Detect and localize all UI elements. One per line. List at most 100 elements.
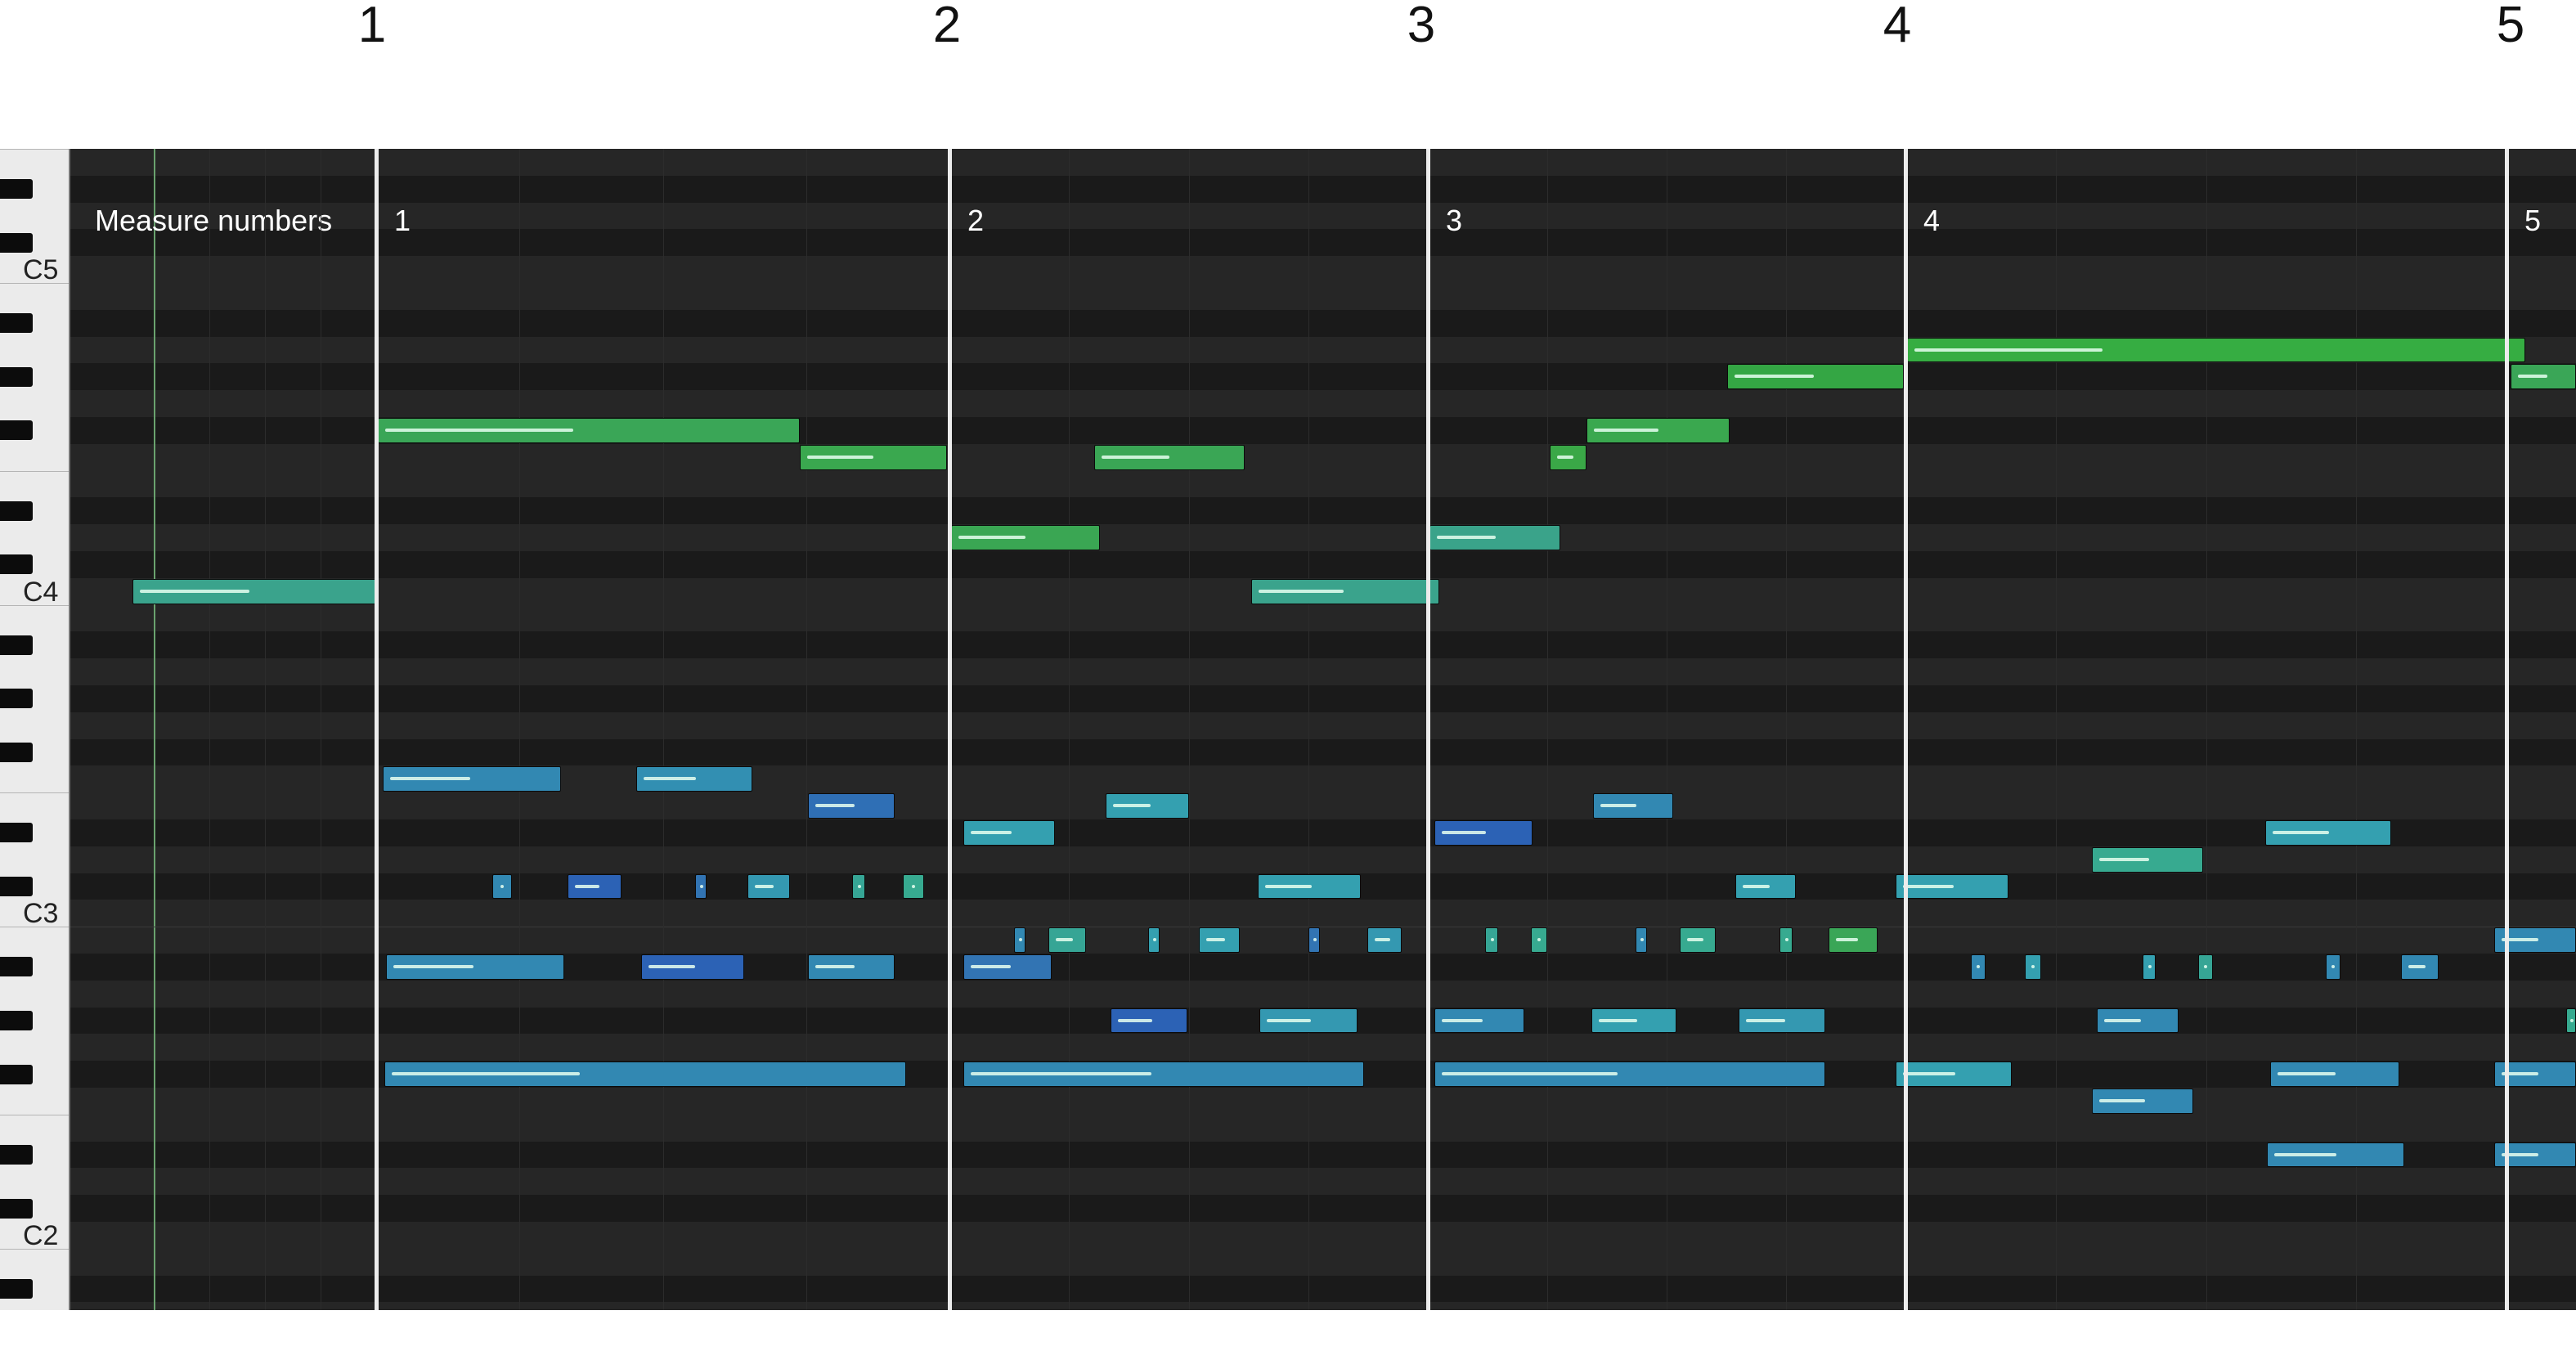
midi-note[interactable] [2092,846,2203,873]
midi-note[interactable] [2566,1008,2576,1034]
midi-note[interactable] [2265,820,2391,846]
velocity-indicator [140,589,250,593]
midi-note[interactable] [492,873,512,900]
midi-note[interactable] [963,820,1055,846]
midi-note[interactable] [1259,1008,1358,1034]
midi-note[interactable] [2267,1142,2404,1168]
midi-note[interactable] [1727,364,1904,390]
midi-note[interactable] [1367,927,1402,953]
midi-note[interactable] [2092,1088,2193,1114]
midi-note[interactable] [1829,927,1878,953]
midi-note[interactable] [1148,927,1160,953]
midi-note[interactable] [383,766,561,792]
midi-note[interactable] [808,793,895,819]
midi-note[interactable] [2401,954,2439,980]
pitch-row [70,1302,2576,1310]
midi-note[interactable] [568,873,622,900]
midi-note[interactable] [1014,927,1025,953]
black-key[interactable] [0,554,33,575]
midi-note[interactable] [800,444,947,470]
black-key[interactable] [0,1064,33,1084]
midi-note[interactable] [378,418,800,443]
black-key[interactable] [0,877,33,896]
pitch-row [70,202,2576,230]
black-key[interactable] [0,1198,33,1219]
midi-note[interactable] [1199,927,1240,953]
black-key[interactable] [0,1011,33,1030]
midi-note[interactable] [1550,444,1586,470]
midi-note[interactable] [636,766,752,792]
piano-keyboard[interactable]: C5 C4 C3 C2 [0,149,70,1310]
midi-note[interactable] [2326,954,2340,980]
midi-note[interactable] [2511,364,2576,390]
black-key[interactable] [0,232,33,253]
black-key[interactable] [0,1279,33,1299]
midi-note[interactable] [1971,954,1986,980]
midi-note[interactable] [384,1062,906,1087]
midi-note[interactable] [808,954,895,980]
midi-note[interactable] [1593,793,1673,819]
black-key[interactable] [0,420,33,441]
midi-note[interactable] [132,578,376,604]
midi-note[interactable] [1907,337,2525,363]
midi-note[interactable] [951,525,1100,550]
midi-note[interactable] [1106,793,1189,819]
midi-note[interactable] [1251,578,1439,604]
velocity-indicator [1836,938,1858,942]
velocity-indicator [1442,1018,1483,1022]
top-measure-number: 1 [357,0,387,53]
midi-note[interactable] [386,954,564,980]
black-key[interactable] [0,689,33,709]
midi-note[interactable] [1591,1008,1676,1034]
midi-note[interactable] [695,873,707,900]
midi-note[interactable] [1094,444,1245,470]
black-key[interactable] [0,1145,33,1165]
black-key[interactable] [0,957,33,977]
velocity-indicator [1640,938,1644,942]
midi-note[interactable] [1485,927,1498,953]
note-grid[interactable]: Measure numbers 1 2 3 4 5 [70,149,2576,1310]
midi-note[interactable] [1896,1062,2012,1087]
midi-note[interactable] [903,873,924,900]
midi-note[interactable] [1308,927,1320,953]
velocity-indicator [1914,348,2103,352]
midi-note[interactable] [1434,1008,1524,1034]
black-key[interactable] [0,366,33,387]
midi-note[interactable] [747,873,790,900]
midi-note[interactable] [963,1062,1364,1087]
midi-note[interactable] [2025,954,2041,980]
velocity-indicator [1118,1018,1153,1022]
midi-note[interactable] [1434,1062,1825,1087]
midi-note[interactable] [1429,525,1560,550]
octave-label: C2 [23,1220,59,1251]
midi-note[interactable] [2270,1062,2399,1087]
midi-note[interactable] [2097,1008,2179,1034]
midi-note[interactable] [2143,954,2156,980]
midi-note[interactable] [963,954,1052,980]
pitch-row [70,658,2576,686]
midi-note[interactable] [1739,1008,1825,1034]
black-key[interactable] [0,500,33,521]
midi-note[interactable] [1434,820,1533,846]
midi-note[interactable] [641,954,744,980]
midi-note[interactable] [1586,418,1730,443]
piano-roll-editor[interactable]: C5 C4 C3 C2 Measure numbers 1 2 3 4 5 [0,149,2576,1310]
midi-note[interactable] [1111,1008,1187,1034]
midi-note[interactable] [1258,873,1361,900]
black-key[interactable] [0,179,33,200]
midi-note[interactable] [1680,927,1716,953]
midi-note[interactable] [1779,927,1793,953]
black-key[interactable] [0,743,33,762]
midi-note[interactable] [2198,954,2213,980]
top-measure-number: 2 [932,0,962,53]
black-key[interactable] [0,635,33,655]
black-key[interactable] [0,823,33,843]
beat-line [2356,149,2358,1310]
black-key[interactable] [0,313,33,334]
midi-note[interactable] [1735,873,1796,900]
midi-note[interactable] [1531,927,1547,953]
midi-note[interactable] [1896,873,2008,900]
midi-note[interactable] [1636,927,1647,953]
midi-note[interactable] [1048,927,1086,953]
midi-note[interactable] [852,873,865,900]
